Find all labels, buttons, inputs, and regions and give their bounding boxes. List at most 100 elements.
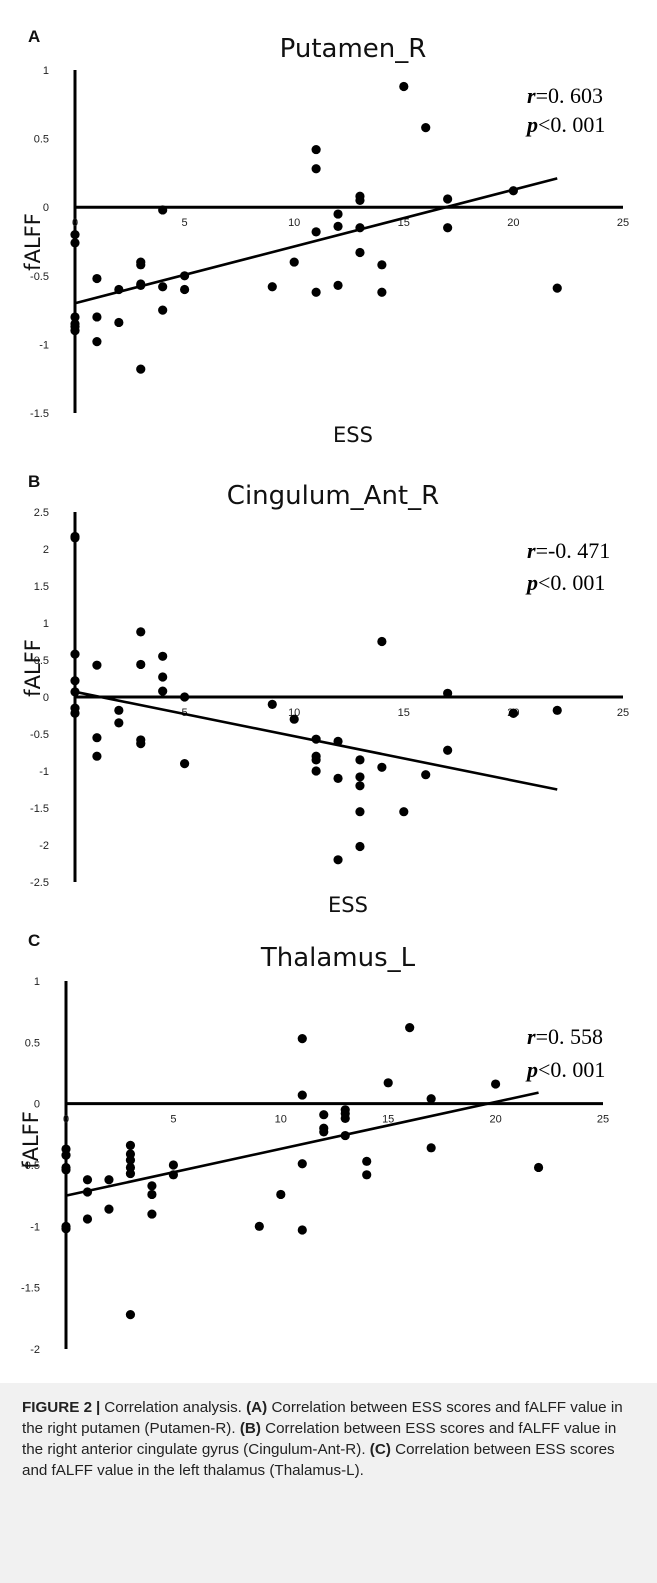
data-point	[92, 273, 102, 284]
data-point	[125, 1155, 136, 1165]
data-point	[158, 305, 168, 315]
data-point	[70, 708, 80, 718]
data-point	[61, 1165, 71, 1175]
data-point	[136, 280, 146, 291]
p-value: <0. 001	[538, 1057, 605, 1082]
data-point	[114, 317, 124, 328]
x-axis-label: ESS	[328, 893, 368, 917]
data-point	[136, 627, 146, 637]
caption-part-a-label: (A)	[246, 1399, 268, 1416]
data-point	[92, 733, 102, 743]
data-point	[426, 1143, 436, 1153]
data-point	[92, 751, 102, 761]
y-tick-label: -1.5	[30, 408, 49, 420]
p-symbol: p	[525, 570, 538, 595]
data-point	[297, 1090, 307, 1100]
data-point	[443, 688, 453, 698]
data-point	[61, 1150, 71, 1160]
data-point	[136, 260, 146, 270]
y-tick-label: -1	[30, 1221, 40, 1233]
data-point	[311, 144, 321, 155]
chart-cingulum-ant-r: BCingulum_Ant_R5101520252.521.510.50-0.5…	[21, 472, 629, 917]
data-point	[377, 762, 387, 772]
y-tick-label: 0.5	[34, 134, 49, 146]
x-tick-label: 0	[72, 217, 78, 229]
data-point	[267, 699, 277, 710]
p-value-annotation: p<0. 001	[525, 570, 605, 595]
data-point	[180, 759, 190, 769]
data-point	[355, 781, 365, 791]
data-point	[333, 221, 343, 232]
data-point	[168, 1170, 178, 1180]
y-tick-label: 1	[34, 976, 40, 988]
data-point	[158, 686, 168, 696]
data-point	[355, 755, 365, 765]
x-tick-label: 15	[382, 1114, 394, 1126]
r-value-annotation: r=0. 603	[527, 83, 603, 108]
data-point	[70, 238, 80, 248]
data-point	[125, 1310, 136, 1320]
data-point	[491, 1079, 501, 1089]
data-point	[319, 1110, 329, 1120]
data-point	[362, 1156, 372, 1166]
data-point	[70, 230, 80, 240]
chart-thalamus-l: CThalamus_L051015202510.50-0.5-1-1.5-2ES…	[19, 931, 609, 1408]
data-point	[426, 1094, 436, 1104]
data-point	[377, 260, 387, 270]
y-tick-label: 1.5	[34, 581, 49, 593]
r-value: =0. 603	[536, 83, 603, 108]
caption-intro: Correlation analysis.	[104, 1399, 242, 1416]
r-value-annotation: r=-0. 471	[527, 538, 610, 563]
data-point	[136, 659, 146, 670]
data-point	[114, 705, 124, 715]
caption-part-b-text: Correlation between ESS scores and fALFF…	[22, 1420, 617, 1458]
data-point	[533, 1162, 544, 1173]
data-point	[92, 660, 102, 670]
data-point	[311, 287, 321, 297]
data-point	[355, 223, 365, 233]
data-point	[136, 739, 146, 749]
data-point	[311, 734, 321, 744]
data-point	[508, 186, 518, 196]
y-tick-label: -0.5	[30, 729, 49, 741]
data-point	[180, 271, 190, 281]
data-point	[399, 81, 409, 92]
y-tick-label: -1	[39, 339, 49, 351]
data-point	[114, 718, 124, 728]
y-tick-label: 2.5	[34, 507, 49, 519]
data-point	[147, 1189, 157, 1200]
x-tick-label: 20	[507, 217, 519, 229]
data-point	[355, 807, 365, 817]
data-point	[311, 227, 321, 237]
data-point	[552, 705, 562, 715]
y-tick-label: -1.5	[30, 803, 49, 815]
data-point	[92, 337, 102, 347]
data-point	[70, 676, 80, 686]
y-tick-label: -2	[30, 1344, 40, 1356]
data-point	[355, 195, 365, 205]
panel-letter: A	[28, 27, 40, 46]
r-value-annotation: r=0. 558	[527, 1024, 603, 1049]
p-value-annotation: p<0. 001	[525, 1057, 605, 1082]
y-axis-label: fALFF	[21, 213, 45, 271]
p-value-annotation: p<0. 001	[525, 112, 605, 137]
regression-line	[65, 1091, 539, 1197]
y-tick-label: -2.5	[30, 877, 49, 889]
data-point	[340, 1130, 350, 1141]
y-tick-label: 0	[43, 692, 49, 704]
x-tick-label: 10	[288, 217, 300, 229]
data-point	[180, 692, 190, 702]
data-point	[297, 1159, 307, 1169]
r-symbol: r	[527, 538, 536, 563]
x-tick-label: 10	[275, 1114, 287, 1126]
data-point	[158, 282, 168, 292]
data-point	[443, 223, 453, 233]
chart-title: Thalamus_L	[260, 943, 416, 973]
caption-part-a-text: Correlation between ESS scores and fALFF…	[22, 1399, 623, 1437]
data-point	[136, 364, 146, 374]
data-point	[82, 1175, 93, 1185]
caption-separator: |	[96, 1399, 101, 1416]
caption-part-c-text: Correlation between ESS scores and fALFF…	[22, 1441, 615, 1479]
p-value: <0. 001	[538, 112, 605, 137]
x-tick-label: 25	[617, 217, 629, 229]
